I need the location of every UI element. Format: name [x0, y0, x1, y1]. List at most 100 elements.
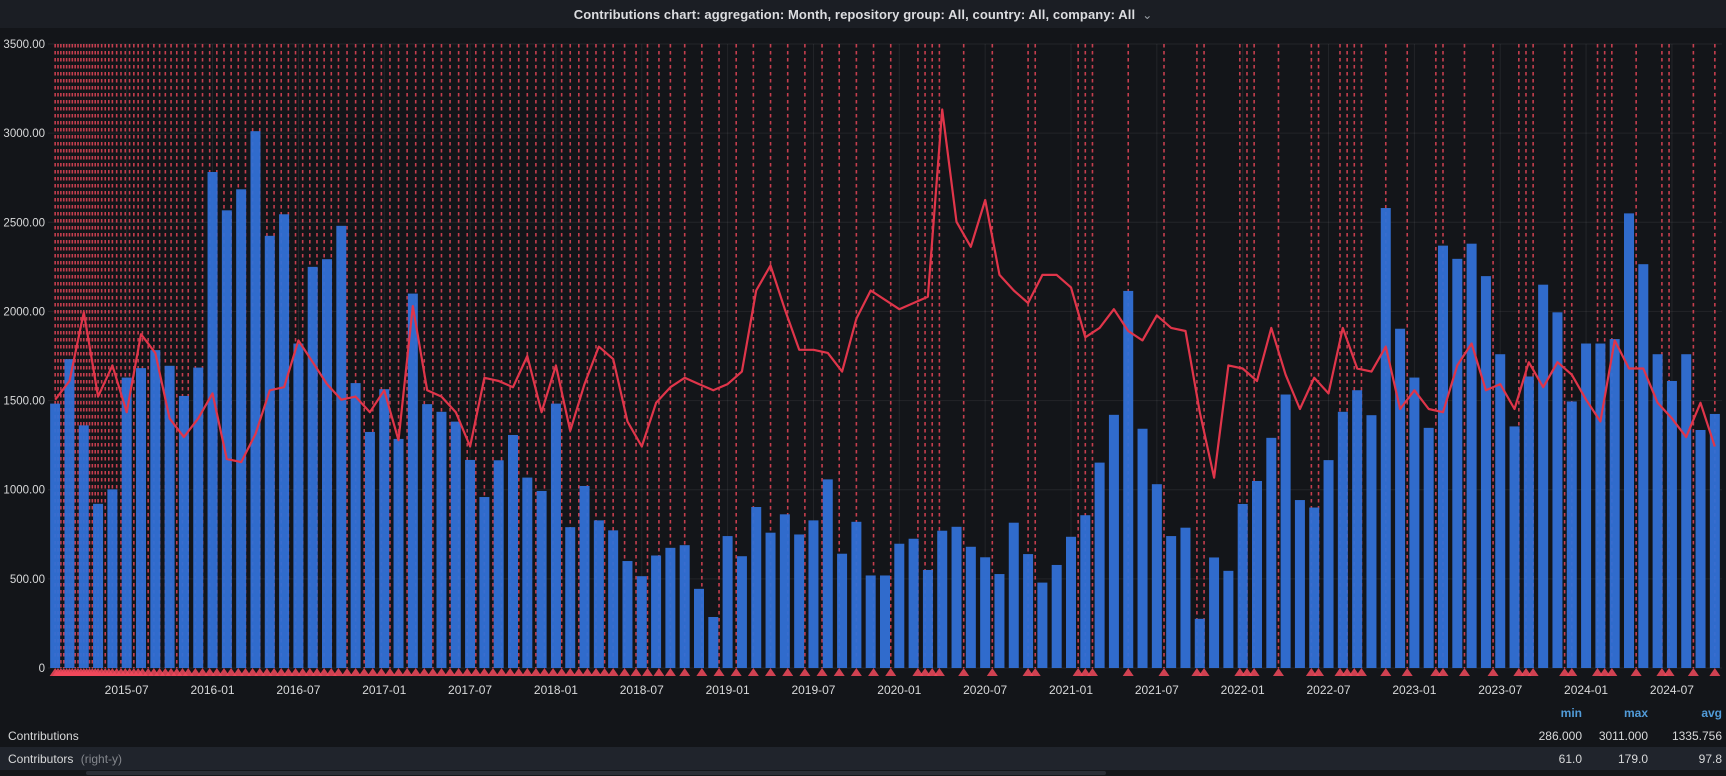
- contributions-bar[interactable]: [1309, 507, 1320, 668]
- contributions-bar[interactable]: [665, 547, 676, 668]
- annotation-marker-icon[interactable]: [375, 668, 387, 676]
- contributions-bar[interactable]: [779, 514, 790, 668]
- annotation-marker-icon[interactable]: [218, 668, 230, 676]
- contributions-bar[interactable]: [1280, 394, 1291, 668]
- contributions-bar[interactable]: [1366, 415, 1377, 668]
- annotation-marker-icon[interactable]: [211, 668, 223, 676]
- contributions-bar[interactable]: [1495, 354, 1506, 668]
- contributions-bar[interactable]: [593, 520, 604, 668]
- contributions-bar[interactable]: [307, 266, 318, 668]
- contributions-bar[interactable]: [1037, 582, 1048, 668]
- annotation-marker-icon[interactable]: [1234, 668, 1246, 676]
- contributions-bar[interactable]: [1380, 208, 1391, 668]
- annotation-marker-icon[interactable]: [453, 668, 465, 676]
- contributions-bar[interactable]: [1609, 339, 1620, 668]
- contributions-bar[interactable]: [1151, 484, 1162, 668]
- annotation-marker-icon[interactable]: [275, 668, 287, 676]
- contributions-bar[interactable]: [1008, 522, 1019, 668]
- contributions-bar[interactable]: [1080, 515, 1091, 668]
- annotation-marker-icon[interactable]: [653, 668, 665, 676]
- annotation-marker-icon[interactable]: [1656, 668, 1668, 676]
- annotation-marker-icon[interactable]: [332, 668, 344, 676]
- contributions-bar[interactable]: [1566, 401, 1577, 668]
- annotation-marker-icon[interactable]: [1248, 668, 1260, 676]
- contributions-bar[interactable]: [293, 343, 304, 668]
- annotation-marker-icon[interactable]: [782, 668, 794, 676]
- contributions-bar[interactable]: [465, 459, 476, 668]
- annotation-marker-icon[interactable]: [885, 668, 897, 676]
- annotation-marker-icon[interactable]: [564, 668, 576, 676]
- contributions-bar[interactable]: [1123, 290, 1134, 668]
- contributions-bar[interactable]: [64, 359, 75, 668]
- annotation-marker-icon[interactable]: [1313, 668, 1325, 676]
- contributions-chart[interactable]: 3500.00 3000.00 2500.00 2000.00 1500.00 1000.…: [0, 28, 1726, 706]
- annotation-marker-icon[interactable]: [1079, 668, 1091, 676]
- contributions-bar[interactable]: [1409, 377, 1420, 668]
- annotation-marker-icon[interactable]: [461, 668, 473, 676]
- annotation-marker-icon[interactable]: [1513, 668, 1525, 676]
- annotation-marker-icon[interactable]: [1341, 668, 1353, 676]
- contributions-bar[interactable]: [221, 210, 232, 668]
- contributions-bar[interactable]: [350, 383, 361, 668]
- contributions-bar[interactable]: [1166, 536, 1177, 668]
- annotation-marker-icon[interactable]: [581, 668, 593, 676]
- contributions-bar[interactable]: [636, 576, 647, 668]
- contributions-bar[interactable]: [951, 526, 962, 668]
- contributions-bar[interactable]: [264, 235, 275, 668]
- annotation-marker-icon[interactable]: [444, 668, 456, 676]
- annotation-marker-icon[interactable]: [358, 668, 370, 676]
- contributions-bar[interactable]: [1352, 390, 1363, 668]
- annotation-marker-icon[interactable]: [1122, 668, 1134, 676]
- contributions-bar[interactable]: [1237, 503, 1248, 668]
- contributions-bar[interactable]: [980, 557, 991, 668]
- annotation-marker-icon[interactable]: [225, 668, 237, 676]
- annotation-marker-icon[interactable]: [268, 668, 280, 676]
- annotation-marker-icon[interactable]: [189, 668, 201, 676]
- contributions-bar[interactable]: [78, 425, 89, 668]
- annotation-marker-icon[interactable]: [304, 668, 316, 676]
- annotation-marker-icon[interactable]: [232, 668, 244, 676]
- contributions-bar[interactable]: [679, 545, 690, 668]
- contributions-bar[interactable]: [694, 588, 704, 668]
- annotation-marker-icon[interactable]: [341, 668, 353, 676]
- annotation-marker-icon[interactable]: [290, 668, 302, 676]
- annotation-marker-icon[interactable]: [521, 668, 533, 676]
- legend-series-contributors[interactable]: Contributors (right-y): [8, 752, 122, 766]
- annotation-marker-icon[interactable]: [1687, 668, 1699, 676]
- annotation-marker-icon[interactable]: [713, 668, 725, 676]
- contributions-bar[interactable]: [1266, 437, 1277, 668]
- legend-header-avg[interactable]: avg: [1701, 706, 1722, 720]
- annotation-marker-icon[interactable]: [816, 668, 828, 676]
- annotation-marker-icon[interactable]: [1305, 668, 1317, 676]
- contributions-bar[interactable]: [1681, 354, 1692, 668]
- contributions-bar[interactable]: [407, 293, 418, 668]
- annotation-marker-icon[interactable]: [247, 668, 259, 676]
- annotation-marker-icon[interactable]: [1241, 668, 1253, 676]
- annotation-marker-icon[interactable]: [730, 668, 742, 676]
- annotation-marker-icon[interactable]: [1348, 668, 1360, 676]
- annotation-marker-icon[interactable]: [833, 668, 845, 676]
- annotation-marker-icon[interactable]: [1566, 668, 1578, 676]
- contributions-bar[interactable]: [808, 520, 819, 668]
- annotation-marker-icon[interactable]: [1520, 668, 1532, 676]
- contributions-bar[interactable]: [865, 575, 876, 668]
- contributions-bar[interactable]: [880, 575, 890, 668]
- contributions-bar[interactable]: [322, 259, 332, 668]
- annotation-marker-icon[interactable]: [1401, 668, 1413, 676]
- chevron-down-icon[interactable]: ⌄: [1142, 8, 1153, 22]
- contributions-bar[interactable]: [765, 532, 776, 668]
- contributors-line[interactable]: [54, 108, 1716, 479]
- annotation-marker-icon[interactable]: [679, 668, 691, 676]
- annotation-marker-icon[interactable]: [630, 668, 642, 676]
- contributions-bar[interactable]: [1180, 527, 1191, 668]
- annotation-marker-icon[interactable]: [868, 668, 880, 676]
- contributions-bar[interactable]: [994, 574, 1005, 668]
- annotation-marker-icon[interactable]: [297, 668, 309, 676]
- annotation-marker-icon[interactable]: [1072, 668, 1084, 676]
- annotation-marker-icon[interactable]: [1355, 668, 1367, 676]
- contributions-bar[interactable]: [1252, 480, 1262, 668]
- contributions-bar[interactable]: [436, 411, 447, 668]
- annotation-marker-icon[interactable]: [1334, 668, 1346, 676]
- annotation-marker-icon[interactable]: [1437, 668, 1449, 676]
- annotation-marker-icon[interactable]: [619, 668, 631, 676]
